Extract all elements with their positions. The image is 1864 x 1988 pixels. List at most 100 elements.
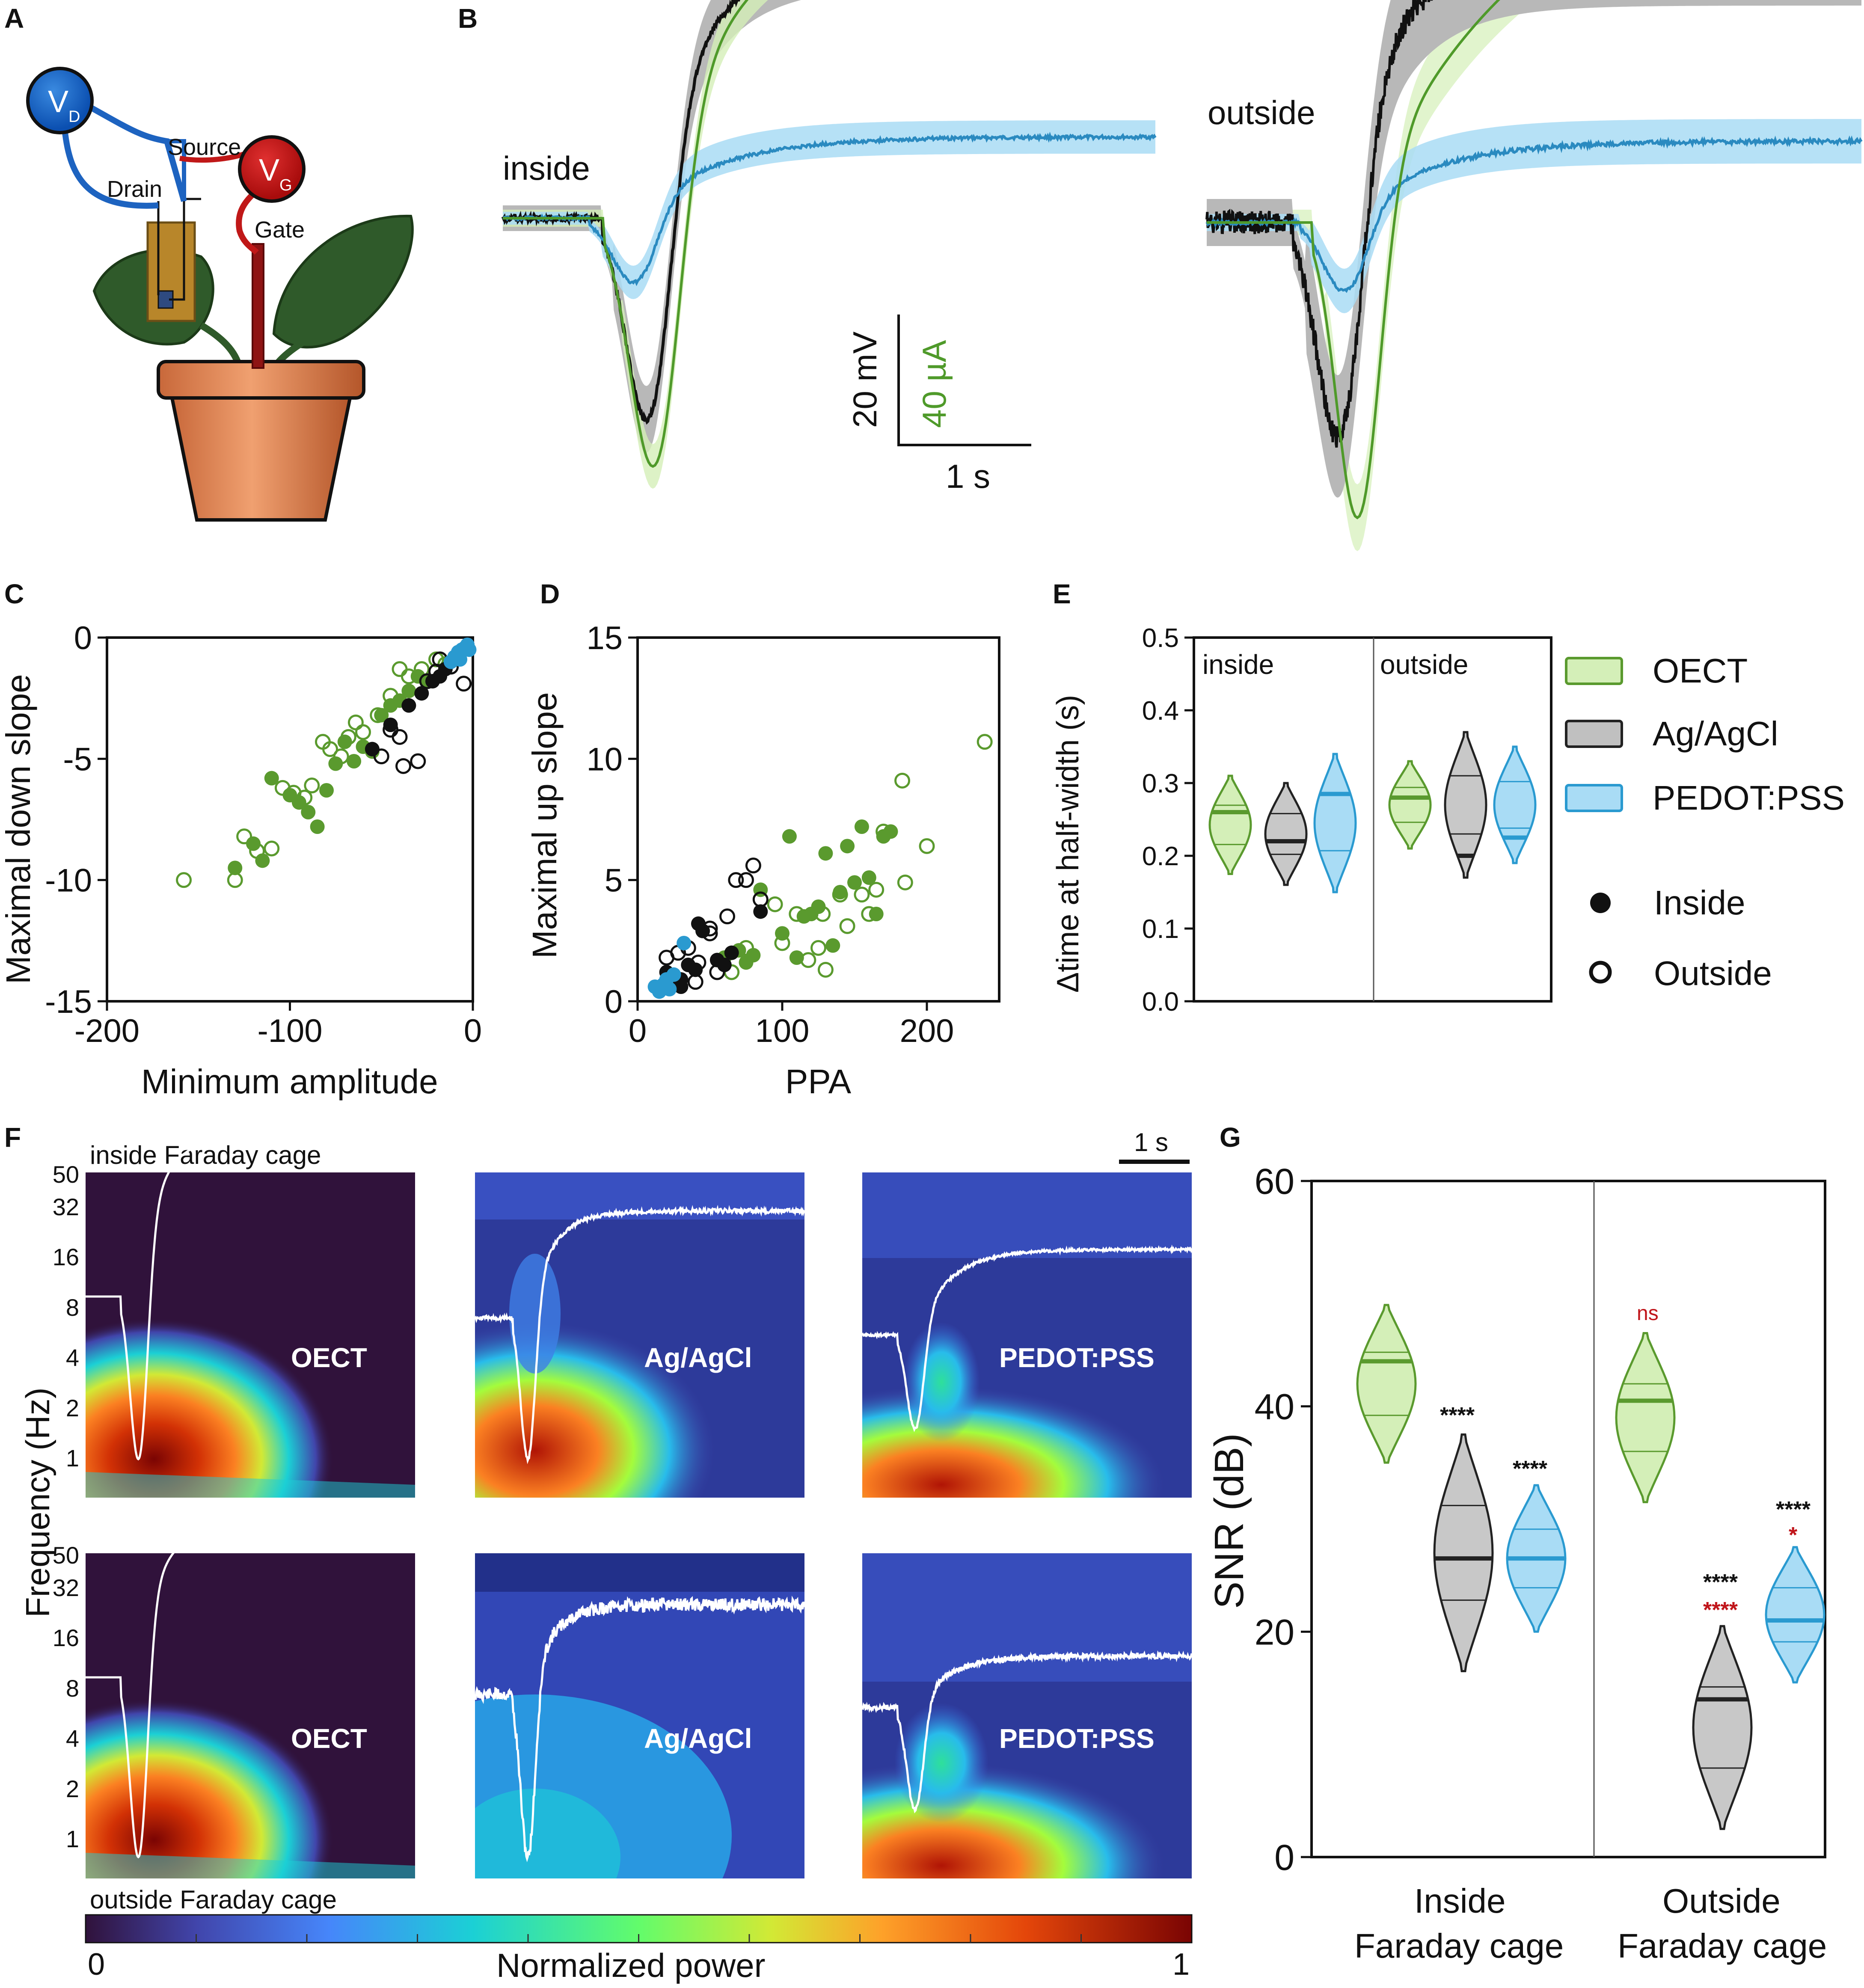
spectrogram-label-1: OECT bbox=[291, 1342, 367, 1373]
d-point bbox=[674, 979, 689, 994]
f-ytick-label: 16 bbox=[53, 1243, 79, 1270]
c-xtick-label: -100 bbox=[257, 1013, 322, 1049]
panel-label-g: G bbox=[1220, 1122, 1241, 1153]
d-point bbox=[702, 925, 718, 941]
trace-inside-oect-band bbox=[503, 0, 768, 489]
panel-a-illustration: V D V G Source Drain Gate bbox=[26, 67, 414, 522]
e-violin bbox=[1208, 774, 1252, 875]
d-point bbox=[815, 906, 831, 922]
d-ytick-label: 10 bbox=[586, 741, 623, 777]
e-violin bbox=[1388, 760, 1432, 850]
sig-in-pedot: **** bbox=[1513, 1457, 1548, 1481]
panel-f-bottom-label: outside Faraday cage bbox=[90, 1885, 337, 1914]
d-point bbox=[753, 904, 768, 919]
spectrogram-trace bbox=[86, 1137, 415, 1461]
group2-line1: Outside bbox=[1662, 1882, 1781, 1920]
g-violin bbox=[1692, 1625, 1753, 1830]
spectrogram-oect-outside bbox=[86, 1553, 415, 1878]
colorbar-label: Normalized power bbox=[496, 1946, 766, 1984]
d-point bbox=[691, 916, 706, 931]
c-point bbox=[373, 748, 389, 765]
f-ytick-label: 50 bbox=[53, 1161, 79, 1188]
panel-c-scatter: -200 -100 0 0 -5 -10 -15 Minimum amplitude Max… bbox=[0, 620, 482, 1101]
c-point bbox=[414, 686, 429, 701]
g-violin bbox=[1765, 1546, 1825, 1684]
spectrogram-oect-inside bbox=[86, 1172, 415, 1498]
drain-wire bbox=[61, 124, 159, 209]
c-point bbox=[355, 724, 371, 740]
g-violin bbox=[1356, 1304, 1417, 1464]
panel-f-scale: 1 s bbox=[1134, 1128, 1168, 1157]
spectrogram-agagcl-inside bbox=[475, 1172, 804, 1498]
c-point bbox=[392, 661, 408, 677]
c-point bbox=[383, 688, 399, 704]
sig-out-agagcl-red: **** bbox=[1703, 1598, 1738, 1623]
right-leaf bbox=[272, 214, 414, 349]
c-point bbox=[370, 707, 386, 723]
panel-label-c: C bbox=[4, 579, 24, 609]
d-point bbox=[854, 887, 870, 903]
d-point bbox=[977, 734, 993, 750]
c-point bbox=[322, 741, 338, 757]
trace-inside-pedot-band bbox=[503, 120, 1155, 299]
f-ytick-label: 2 bbox=[66, 1775, 79, 1802]
spectrogram-trace bbox=[861, 1244, 1193, 1432]
c-point bbox=[401, 668, 417, 685]
c-point bbox=[401, 698, 416, 713]
f-ytick-label: 1 bbox=[66, 1445, 79, 1472]
source-label: Source bbox=[168, 134, 241, 160]
gate-label: Gate bbox=[255, 217, 305, 243]
vg-terminal bbox=[238, 135, 306, 203]
c-point bbox=[328, 756, 343, 771]
c-point bbox=[319, 783, 334, 798]
e-ytick-label: 0.1 bbox=[1142, 914, 1179, 944]
trace-outside-pedot-band bbox=[1207, 119, 1861, 313]
c-point bbox=[249, 843, 265, 859]
g-violin bbox=[1615, 1332, 1676, 1503]
panel-g-violins: 60 40 20 0 SNR (dB) Inside Faraday cage Out… bbox=[1206, 1161, 1827, 1965]
panel-label-d: D bbox=[540, 579, 560, 609]
d-point bbox=[818, 846, 833, 861]
c-point bbox=[374, 708, 389, 723]
c-point bbox=[340, 729, 356, 745]
spectrogram-trace bbox=[474, 1205, 805, 1464]
sig-out-agagcl-black: **** bbox=[1703, 1570, 1738, 1595]
c-point bbox=[456, 676, 472, 692]
panel-label-f: F bbox=[4, 1122, 21, 1153]
c-point bbox=[236, 828, 252, 845]
d-point bbox=[709, 964, 725, 980]
f-ytick-label: 4 bbox=[66, 1344, 79, 1371]
d-point bbox=[817, 961, 834, 978]
panel-e-ylabel: Δtime at half-width (s) bbox=[1051, 695, 1085, 993]
f-ytick-label: 4 bbox=[66, 1725, 79, 1752]
c-point bbox=[419, 673, 435, 689]
d-point bbox=[854, 819, 869, 834]
group1-line1: Inside bbox=[1414, 1882, 1505, 1920]
sig-in-agagcl: **** bbox=[1440, 1403, 1475, 1428]
panel-c-xlabel: Minimum amplitude bbox=[141, 1062, 438, 1101]
spectrogram-label-6: PEDOT:PSS bbox=[999, 1723, 1155, 1754]
panel-f-ylabel: Frequency (Hz) bbox=[19, 1388, 56, 1617]
c-point bbox=[333, 748, 349, 765]
c-point bbox=[310, 819, 325, 834]
spectrogram-pedot-outside bbox=[862, 1553, 1192, 1878]
d-point bbox=[782, 829, 797, 844]
e-violin bbox=[1313, 753, 1357, 893]
e-ytick-label: 0.0 bbox=[1142, 987, 1179, 1017]
d-ytick-label: 5 bbox=[605, 863, 623, 899]
d-ytick-label: 0 bbox=[605, 984, 623, 1020]
d-point bbox=[811, 899, 826, 914]
source-wire bbox=[88, 104, 187, 202]
g-ytick-label: 40 bbox=[1255, 1387, 1294, 1427]
d-point bbox=[839, 918, 855, 934]
panel-b-traces: inside outside 20 mV 40 µA 1 s bbox=[501, 0, 1863, 551]
d-point bbox=[774, 935, 790, 951]
scale-s: 1 s bbox=[946, 457, 990, 495]
outside-trace-label: outside bbox=[1208, 94, 1315, 131]
g-violin bbox=[1433, 1433, 1494, 1672]
c-point bbox=[227, 872, 243, 888]
d-point bbox=[876, 823, 892, 840]
e-ytick-label: 0.5 bbox=[1142, 623, 1179, 653]
e-ytick-label: 0.3 bbox=[1142, 769, 1179, 798]
